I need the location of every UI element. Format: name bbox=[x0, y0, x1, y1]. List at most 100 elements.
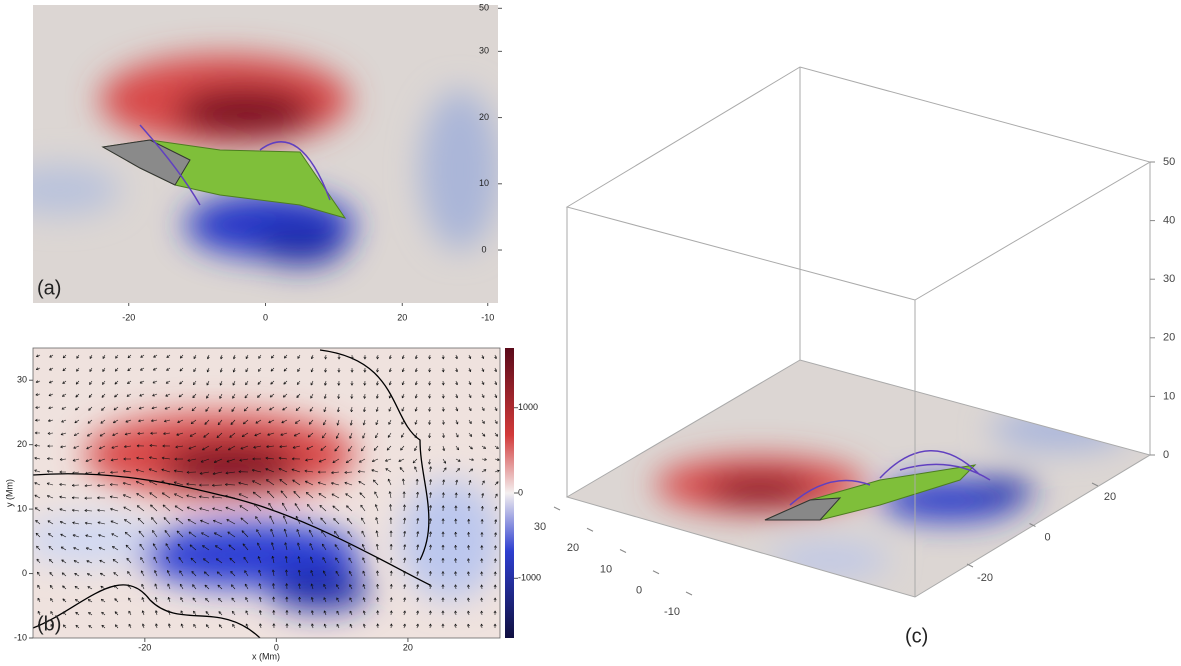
arrow-head bbox=[334, 544, 338, 548]
arrow-head bbox=[124, 519, 127, 522]
velocity-arrow bbox=[242, 543, 249, 551]
velocity-arrow bbox=[60, 533, 67, 538]
velocity-arrow bbox=[362, 432, 366, 439]
arrow-head bbox=[331, 482, 334, 485]
arrow-head bbox=[202, 447, 205, 451]
arrow-head bbox=[454, 531, 458, 535]
velocity-arrow bbox=[151, 517, 158, 525]
velocity-arrow bbox=[50, 624, 54, 629]
magnetogram-a bbox=[33, 5, 498, 303]
arrow-head bbox=[375, 530, 379, 534]
velocity-arrow bbox=[283, 380, 288, 385]
arrow-head bbox=[89, 356, 93, 359]
velocity-arrow bbox=[323, 406, 327, 412]
velocity-arrow bbox=[213, 520, 223, 525]
velocity-arrow bbox=[114, 380, 119, 385]
velocity-arrow bbox=[265, 457, 275, 460]
arrow-head bbox=[153, 354, 157, 358]
arrow-head bbox=[135, 480, 139, 484]
velocity-arrow bbox=[240, 445, 249, 450]
velocity-arrow bbox=[375, 419, 379, 425]
arrow-head bbox=[296, 395, 300, 398]
velocity-arrow bbox=[155, 610, 158, 616]
arrow-head bbox=[62, 381, 66, 384]
arrow-head bbox=[361, 544, 365, 547]
velocity-arrow bbox=[403, 557, 406, 564]
arrow-head bbox=[226, 519, 230, 522]
arrow-head bbox=[495, 433, 499, 437]
arrow-head bbox=[269, 394, 273, 398]
velocity-arrow bbox=[193, 354, 197, 359]
y-tick-label: 0 bbox=[22, 568, 27, 578]
arrow-head bbox=[350, 383, 354, 386]
arrow-head bbox=[428, 422, 432, 425]
velocity-arrow bbox=[229, 432, 236, 438]
arrow-head bbox=[480, 584, 484, 588]
velocity-arrow bbox=[126, 406, 132, 410]
velocity-arrow bbox=[180, 610, 184, 616]
velocity-arrow bbox=[218, 598, 223, 603]
velocity-arrow bbox=[481, 480, 485, 486]
arrow-head bbox=[291, 468, 295, 472]
arrow-head bbox=[480, 571, 484, 575]
arrow-head bbox=[350, 356, 354, 360]
velocity-arrow bbox=[207, 354, 210, 360]
arrow-head bbox=[270, 381, 274, 385]
arrow-head bbox=[239, 505, 243, 508]
velocity-arrow bbox=[203, 432, 210, 438]
velocity-arrow bbox=[149, 445, 158, 447]
arrow-head bbox=[225, 483, 228, 487]
velocity-arrow bbox=[401, 406, 405, 412]
arrow-head bbox=[416, 623, 419, 627]
arrow-head bbox=[350, 369, 354, 373]
velocity-arrow bbox=[167, 570, 171, 577]
velocity-arrow bbox=[317, 482, 327, 486]
arrow-head bbox=[206, 382, 210, 386]
velocity-arrow bbox=[225, 495, 236, 499]
arrow-head bbox=[154, 610, 158, 613]
arrow-head bbox=[457, 468, 460, 471]
velocity-arrow bbox=[99, 445, 106, 450]
arrow-head bbox=[253, 445, 256, 449]
arrow-head bbox=[149, 456, 152, 460]
arrow-head bbox=[245, 623, 249, 627]
arrow-head bbox=[256, 529, 259, 533]
velocity-arrow bbox=[269, 515, 275, 525]
arrow-head bbox=[87, 420, 91, 424]
velocity-arrow bbox=[256, 406, 262, 411]
velocity-arrow bbox=[376, 543, 379, 551]
velocity-arrow bbox=[306, 492, 314, 499]
y-tick-label: 20 bbox=[479, 112, 489, 122]
y-tick-label: -20 bbox=[977, 572, 993, 584]
velocity-arrow bbox=[114, 611, 119, 616]
velocity-arrow bbox=[494, 406, 498, 411]
velocity-arrow bbox=[283, 515, 288, 525]
velocity-arrow bbox=[416, 505, 419, 512]
velocity-arrow bbox=[336, 610, 340, 616]
arrow-head bbox=[362, 570, 366, 574]
arrow-head bbox=[375, 557, 379, 560]
velocity-arrow bbox=[178, 557, 184, 564]
velocity-arrow bbox=[36, 558, 41, 564]
velocity-arrow bbox=[429, 492, 432, 499]
arrow-head bbox=[59, 470, 63, 474]
velocity-arrow bbox=[338, 393, 340, 399]
arrow-head bbox=[37, 623, 41, 627]
arrow-head bbox=[467, 532, 471, 535]
arrow-head bbox=[152, 380, 156, 384]
x-tick-label: 0 bbox=[274, 642, 279, 652]
velocity-arrow bbox=[37, 611, 41, 616]
velocity-arrow bbox=[278, 457, 288, 460]
velocity-arrow bbox=[336, 584, 340, 590]
arrow-head bbox=[429, 505, 432, 508]
velocity-arrow bbox=[416, 571, 419, 577]
velocity-arrow bbox=[284, 542, 288, 551]
velocity-arrow bbox=[325, 354, 327, 360]
panel-label: (a) bbox=[37, 277, 61, 299]
arrow-head bbox=[283, 528, 287, 532]
arrow-head bbox=[154, 570, 157, 573]
arrow-head bbox=[47, 457, 50, 461]
arrow-head bbox=[371, 459, 375, 463]
arrow-head bbox=[212, 507, 215, 511]
velocity-arrow bbox=[99, 560, 106, 564]
